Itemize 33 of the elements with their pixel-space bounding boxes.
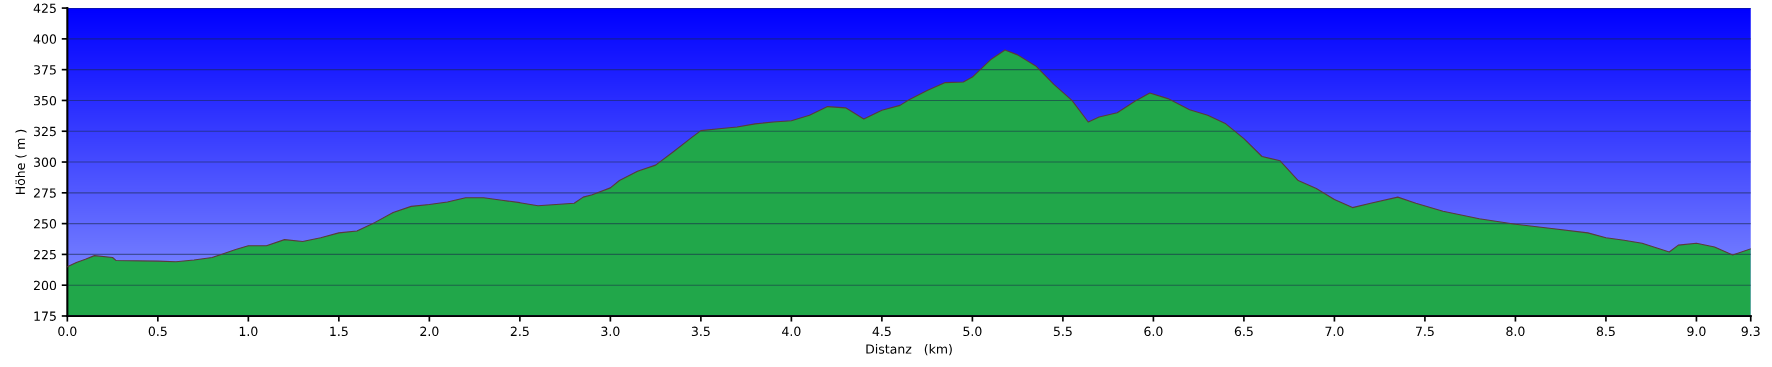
- y-axis-title: Höhe ( m ): [15, 129, 27, 195]
- y-tick-label: 300: [34, 157, 57, 167]
- y-tick-label: 325: [34, 126, 56, 137]
- x-tick-label: 2.0: [420, 326, 439, 337]
- x-tick-label: 4.5: [872, 326, 891, 337]
- y-tick-label: 200: [33, 280, 57, 291]
- x-tick-label: 6.0: [1144, 326, 1163, 337]
- x-tick-label: 6.5: [1234, 326, 1253, 337]
- x-tick-label: 3.5: [691, 326, 710, 337]
- y-tick-label: 425: [33, 3, 56, 13]
- x-tick-label: 0.5: [148, 326, 167, 337]
- x-tick-label: 9.0: [1687, 326, 1706, 337]
- x-tick-label: 3.0: [601, 326, 620, 337]
- x-tick-label: 8.5: [1596, 326, 1615, 337]
- y-tick-label: 250: [33, 219, 57, 229]
- y-tick-label: 350: [34, 95, 57, 106]
- x-tick-label: 5.5: [1053, 326, 1072, 337]
- y-tick-label: 275: [33, 188, 56, 198]
- x-tick-label: 5.0: [963, 326, 982, 337]
- x-tick-label: 8.0: [1506, 326, 1525, 337]
- x-tick-label: 4.0: [782, 326, 801, 337]
- y-tick-label: 175: [34, 311, 56, 321]
- x-tick-label: 7.0: [1325, 326, 1344, 337]
- y-tick-label: 400: [33, 34, 57, 44]
- y-tick-label: 225: [33, 249, 56, 260]
- x-tick-label: 7.5: [1416, 326, 1434, 337]
- x-tick-label: 9.3: [1741, 326, 1760, 337]
- x-axis-title: Distanz (km): [866, 344, 952, 356]
- y-tick-label: 375: [34, 65, 56, 75]
- x-tick-label: 2.5: [510, 326, 529, 337]
- x-tick-label: 0.0: [58, 326, 77, 337]
- x-tick-label: 1.0: [239, 326, 258, 337]
- x-tick-label: 1.5: [330, 326, 348, 337]
